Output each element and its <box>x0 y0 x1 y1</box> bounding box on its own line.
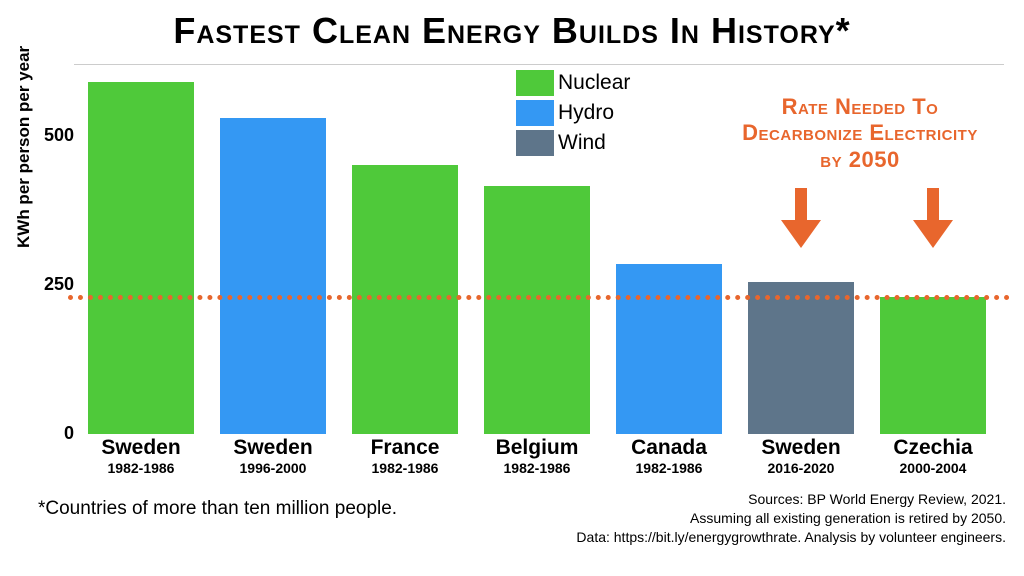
footnote: *Countries of more than ten million peop… <box>38 498 397 520</box>
x-period: 1982-1986 <box>340 460 470 476</box>
x-label: Canada1982-1986 <box>604 436 734 476</box>
bar-sweden-1982-1986 <box>88 82 194 434</box>
bar-sweden-1996-2000 <box>220 118 326 434</box>
y-axis-label: KWh per person per year <box>14 46 34 248</box>
annotation-line2: Decarbonize Electricity <box>720 120 1000 146</box>
bar-sweden-2016-2020 <box>748 282 854 434</box>
x-country: Sweden <box>208 436 338 460</box>
down-arrow-icon <box>913 188 953 248</box>
sources-line3: Data: https://bit.ly/energygrowthrate. A… <box>576 528 1006 547</box>
legend-item: Nuclear <box>516 68 666 98</box>
legend: Nuclear Hydro Wind <box>516 68 666 158</box>
annotation-text: Rate Needed To Decarbonize Electricity b… <box>720 94 1000 173</box>
legend-item: Wind <box>516 128 666 158</box>
x-label: Czechia2000-2004 <box>868 436 998 476</box>
reference-line <box>68 295 1010 300</box>
bar-canada-1982-1986 <box>616 264 722 434</box>
x-label: Sweden1996-2000 <box>208 436 338 476</box>
x-period: 1982-1986 <box>472 460 602 476</box>
legend-label: Wind <box>558 131 606 155</box>
legend-label: Hydro <box>558 101 614 125</box>
x-label: Sweden1982-1986 <box>76 436 206 476</box>
x-country: Belgium <box>472 436 602 460</box>
legend-swatch <box>516 130 554 156</box>
legend-label: Nuclear <box>558 71 630 95</box>
y-tick: 500 <box>34 125 74 146</box>
x-country: France <box>340 436 470 460</box>
bar-czechia-2000-2004 <box>880 297 986 434</box>
sources-line1: Sources: BP World Energy Review, 2021. <box>576 490 1006 509</box>
x-label: Belgium1982-1986 <box>472 436 602 476</box>
y-axis: 0250500 <box>46 64 74 434</box>
y-tick: 250 <box>34 274 74 295</box>
x-label: France1982-1986 <box>340 436 470 476</box>
x-period: 1982-1986 <box>604 460 734 476</box>
x-period: 1996-2000 <box>208 460 338 476</box>
x-country: Sweden <box>736 436 866 460</box>
x-period: 2016-2020 <box>736 460 866 476</box>
x-country: Sweden <box>76 436 206 460</box>
y-tick: 0 <box>34 423 74 444</box>
chart-title: Fastest Clean Energy Builds In History* <box>0 0 1024 52</box>
x-period: 1982-1986 <box>76 460 206 476</box>
annotation-line1: Rate Needed To <box>720 94 1000 120</box>
x-label: Sweden2016-2020 <box>736 436 866 476</box>
legend-item: Hydro <box>516 98 666 128</box>
x-country: Canada <box>604 436 734 460</box>
legend-swatch <box>516 70 554 96</box>
sources-line2: Assuming all existing generation is reti… <box>576 509 1006 528</box>
bar-belgium-1982-1986 <box>484 186 590 434</box>
down-arrow-icon <box>781 188 821 248</box>
sources: Sources: BP World Energy Review, 2021. A… <box>576 490 1006 547</box>
annotation-line3: by 2050 <box>720 147 1000 173</box>
x-period: 2000-2004 <box>868 460 998 476</box>
x-country: Czechia <box>868 436 998 460</box>
legend-swatch <box>516 100 554 126</box>
